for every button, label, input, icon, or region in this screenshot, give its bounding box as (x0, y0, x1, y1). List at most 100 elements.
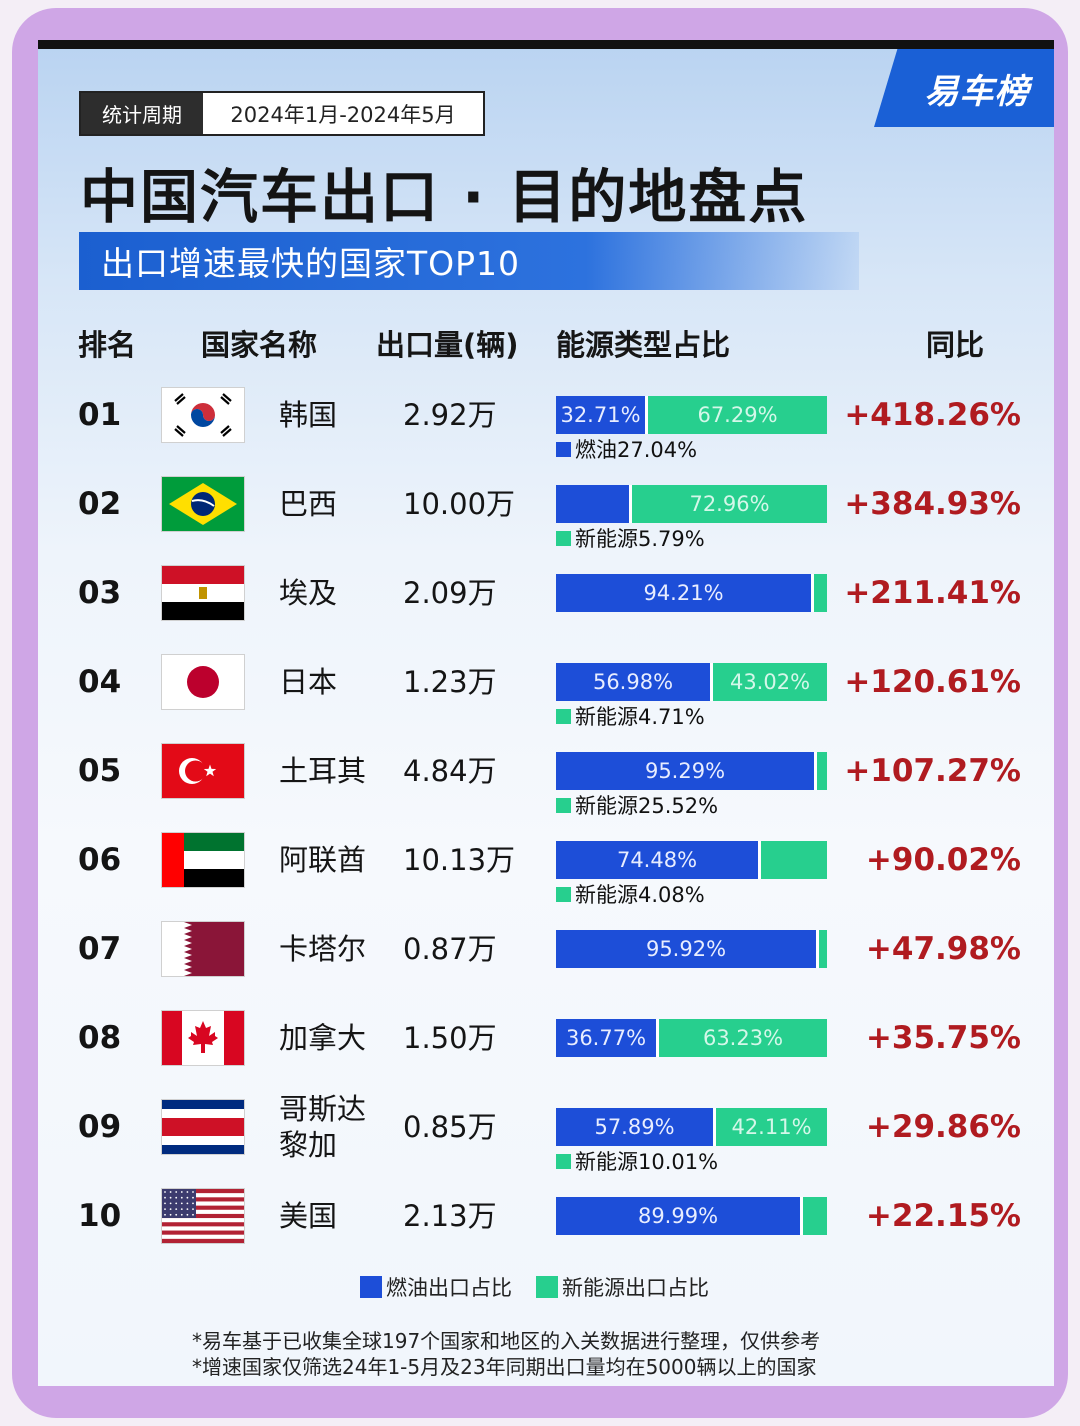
note-label: 新能源4.08% (575, 883, 705, 907)
share-note: 新能源10.01% (556, 1148, 718, 1174)
fuel-share-segment: 95.29% (556, 752, 814, 790)
country-name: 埃及 (279, 576, 338, 610)
legend-fuel-swatch (360, 1276, 382, 1298)
energy-share-bar: 95.29% (556, 752, 827, 790)
nev-share-segment (803, 1197, 827, 1235)
exports-cell: 10.00万 (403, 487, 516, 521)
nev-share-segment: 42.11% (716, 1108, 827, 1146)
nev-share-segment: 63.23% (659, 1019, 827, 1057)
infographic-card: 易车榜 统计周期 2024年1月-2024年5月 中国汽车出口 · 目的地盘点 … (38, 40, 1054, 1386)
note-swatch (556, 441, 571, 457)
note-label: 新能源10.01% (575, 1150, 719, 1174)
table-row: 09 哥斯达 黎加 0.85万 57.89% 42.11% +29.86% (38, 1092, 1054, 1181)
share-note: 新能源25.52% (556, 792, 718, 818)
energy-share-bar: 94.21% (556, 574, 827, 612)
fuel-share-segment: 36.77% (556, 1019, 656, 1057)
share-note: 新能源5.79% (556, 525, 705, 551)
fuel-share-segment (556, 485, 629, 523)
footnote-1: *易车基于已收集全球197个国家和地区的入关数据进行整理，仅供参考 (192, 1329, 821, 1353)
energy-share-bar: 72.96% (556, 485, 827, 523)
note-label: 燃油27.04% (575, 438, 698, 462)
energy-share-bar: 36.77% 63.23% (556, 1019, 827, 1057)
period-label: 统计周期 (81, 93, 203, 134)
energy-share-bar: 56.98% 43.02% (556, 663, 827, 701)
bar-divider (645, 396, 648, 434)
note-swatch (556, 1153, 571, 1169)
note-swatch (556, 530, 571, 546)
yoy-cell: +384.93% (844, 486, 1021, 522)
canada-flag (162, 1011, 244, 1065)
yoy-cell: +107.27% (844, 753, 1021, 789)
energy-share-bar: 95.92% (556, 930, 827, 968)
country-name: 加拿大 (279, 1021, 367, 1055)
yoy-cell: +90.02% (865, 842, 1021, 878)
rank-cell: 09 (78, 1109, 122, 1145)
bar-divider (814, 752, 817, 790)
header-exports: 出口量(辆) (376, 328, 519, 362)
country-cell: 美国 (279, 1181, 389, 1251)
exports-cell: 4.84万 (403, 754, 497, 788)
bar-divider (713, 1108, 716, 1146)
exports-cell: 10.13万 (403, 843, 516, 877)
table-row: 01 韩国 2.92万 32.71% 67.29% +418.26% (38, 380, 1054, 469)
turkey-flag (162, 744, 244, 798)
yoy-cell: +418.26% (844, 397, 1021, 433)
bar-divider (710, 663, 713, 701)
yoy-cell: +120.61% (844, 664, 1021, 700)
brand-logo: 易车榜 (874, 49, 1054, 127)
energy-share-bar: 89.99% (556, 1197, 827, 1235)
header-energy: 能源类型占比 (556, 328, 731, 362)
page-subtitle: 出口增速最快的国家TOP10 (79, 232, 859, 290)
nev-share-segment: 43.02% (713, 663, 827, 701)
costa-rica-flag (162, 1100, 244, 1154)
country-cell: 巴西 (279, 469, 389, 539)
table-row: 06 阿联酋 10.13万 新能源25.52% 74.48% +90.02% (38, 794, 1054, 914)
table-row: 04 日本 1.23万 56.98% 43.02% +120.61% (38, 647, 1054, 736)
exports-cell: 1.50万 (403, 1021, 497, 1055)
legend-nev-label: 新能源出口占比 (562, 1276, 709, 1300)
rank-cell: 04 (78, 664, 122, 700)
nev-share-segment: 72.96% (632, 485, 827, 523)
country-name: 韩国 (279, 398, 338, 432)
table-row: 07 卡塔尔 0.87万 新能源4.08% 95.92% +47.98% (38, 883, 1054, 1003)
note-label: 新能源25.52% (575, 794, 719, 818)
fuel-share-segment: 89.99% (556, 1197, 800, 1235)
footnote-2: *增速国家仅筛选24年1-5月及23年同期出口量均在5000辆以上的国家 (192, 1355, 817, 1379)
nev-share-segment (819, 930, 827, 968)
bar-divider (800, 1197, 803, 1235)
legend: 燃油出口占比 新能源出口占比 (360, 1272, 709, 1302)
south-korea-flag (162, 388, 244, 442)
note-label: 新能源5.79% (575, 527, 705, 551)
yoy-cell: +29.86% (865, 1109, 1021, 1145)
yoy-cell: +47.98% (865, 931, 1021, 967)
egypt-flag (162, 566, 244, 620)
country-name: 卡塔尔 (279, 932, 367, 966)
country-name: 美国 (279, 1199, 338, 1233)
nev-share-segment (814, 574, 827, 612)
table-row: 05 土耳其 4.84万 新能源4.71% 95.29% +107.27% (38, 705, 1054, 825)
note-swatch (556, 886, 571, 902)
country-cell: 日本 (279, 647, 389, 717)
note-label: 新能源4.71% (575, 705, 705, 729)
period-box: 统计周期 2024年1月-2024年5月 (79, 91, 485, 136)
rank-cell: 08 (78, 1020, 122, 1056)
exports-cell: 0.87万 (403, 932, 497, 966)
fuel-share-segment: 95.92% (556, 930, 816, 968)
brazil-flag (162, 477, 244, 531)
exports-cell: 2.92万 (403, 398, 497, 432)
header-country: 国家名称 (201, 328, 318, 362)
top-rule (38, 40, 1054, 49)
fuel-share-segment: 56.98% (556, 663, 710, 701)
country-cell: 阿联酋 (279, 825, 389, 895)
nev-share-segment (817, 752, 827, 790)
exports-cell: 0.85万 (403, 1110, 497, 1144)
qatar-flag (162, 922, 244, 976)
country-name: 哥斯达 黎加 (279, 1092, 367, 1162)
bar-divider (758, 841, 761, 879)
header-rank: 排名 (78, 328, 137, 362)
yoy-cell: +35.75% (865, 1020, 1021, 1056)
table-row: 02 巴西 10.00万 燃油27.04% 72.96% +384.93% (38, 438, 1054, 558)
country-cell: 埃及 (279, 558, 389, 628)
usa-flag (162, 1189, 244, 1243)
bar-divider (811, 574, 814, 612)
